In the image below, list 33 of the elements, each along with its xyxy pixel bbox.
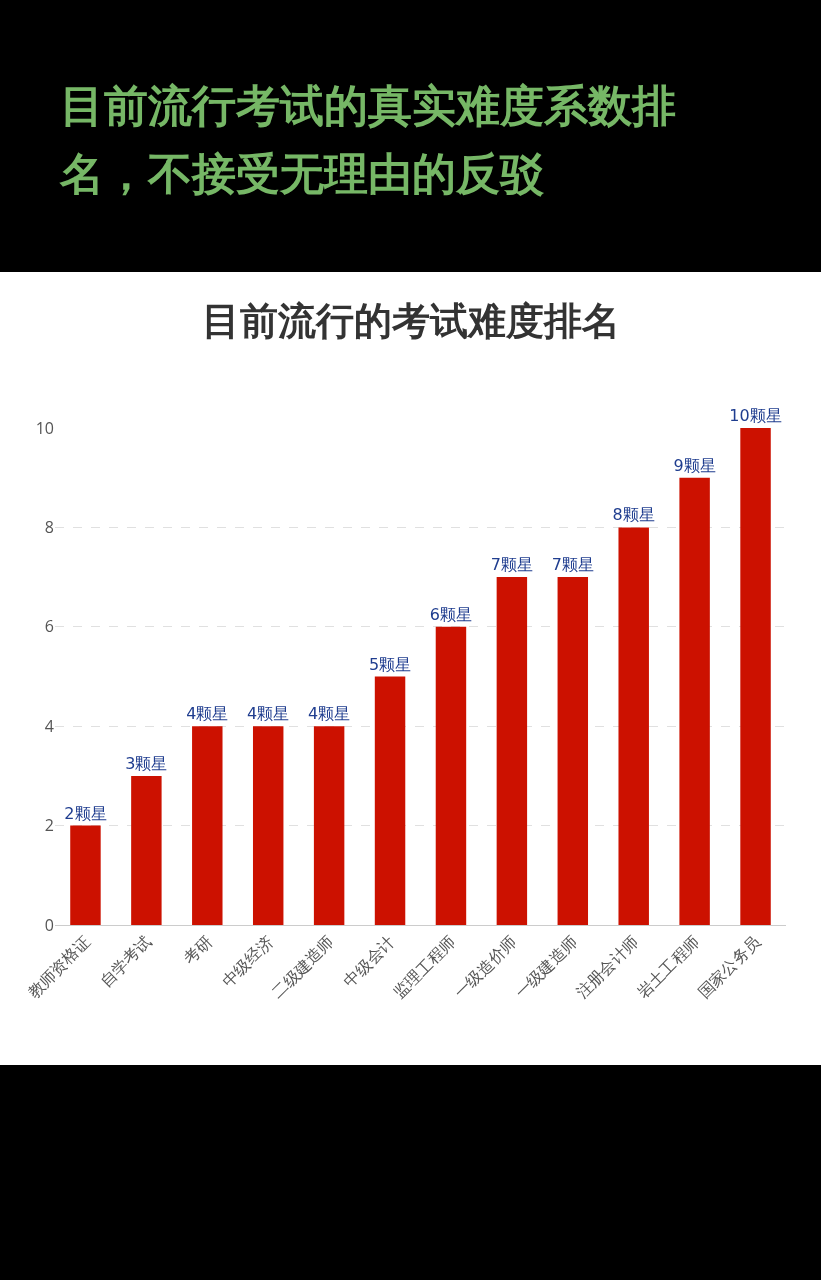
bar (740, 428, 771, 925)
bar (496, 577, 528, 925)
data-label: 10颗星 (729, 406, 782, 425)
data-label: 2颗星 (64, 803, 107, 823)
data-label: 9颗星 (673, 455, 716, 475)
bar (131, 775, 162, 925)
x-tick-label: 自学考试 (94, 930, 156, 992)
data-label: 3颗星 (125, 753, 168, 773)
data-label: 5颗星 (368, 654, 412, 674)
data-label: 4颗星 (308, 704, 351, 724)
chart-subtitle: 目前流行的考试难度排名 (201, 299, 620, 344)
data-label: 6颗星 (429, 604, 473, 624)
x-tick-label: 考研 (178, 930, 217, 970)
y-tick-label: 10 (35, 416, 54, 439)
y-tick-label: 8 (44, 516, 54, 538)
bar (252, 726, 284, 925)
data-label: 7颗星 (551, 555, 594, 575)
bar (679, 477, 710, 925)
data-label: 8颗星 (612, 505, 655, 525)
data-label: 7颗星 (490, 555, 533, 575)
bar (192, 726, 223, 925)
bar (618, 527, 649, 925)
chart-title: 目前流行考试的真实难度系数排名，不接受无理由的反驳 (60, 79, 677, 201)
data-label: 4颗星 (247, 704, 290, 724)
data-label: 4颗星 (186, 704, 229, 724)
y-tick-label: 4 (44, 714, 54, 737)
y-tick-label: 6 (44, 615, 54, 638)
bar (313, 726, 345, 925)
bar (435, 626, 467, 925)
bar (557, 577, 589, 925)
y-tick-label: 2 (44, 814, 54, 837)
bar (70, 825, 101, 925)
bar (374, 676, 406, 925)
